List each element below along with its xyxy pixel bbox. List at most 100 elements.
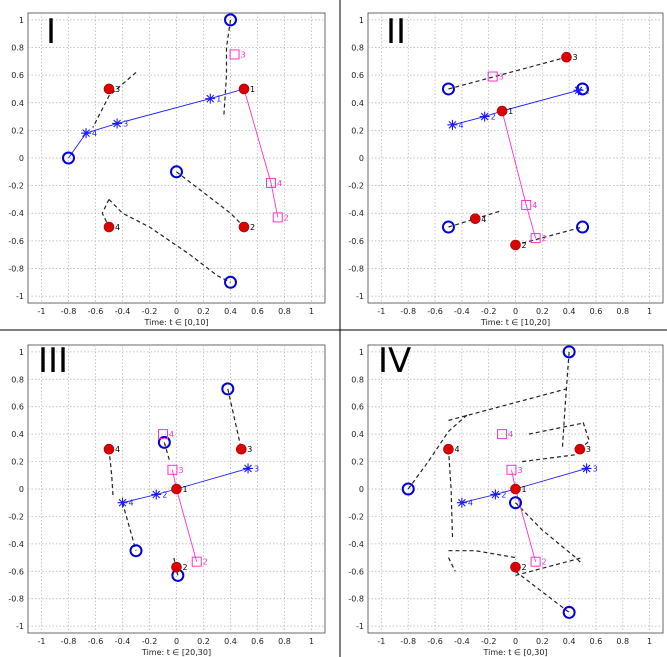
blue-star-marker bbox=[456, 497, 467, 508]
x-tick-label: 0.8 bbox=[616, 307, 629, 316]
magenta-square-label: 3 bbox=[178, 466, 183, 475]
x-tick-label: -0.6 bbox=[88, 637, 104, 646]
blue-star-label: 3 bbox=[254, 464, 259, 473]
open-circle-marker bbox=[562, 605, 576, 619]
magenta-connector-line bbox=[501, 110, 537, 239]
x-tick-label: 0 bbox=[513, 637, 518, 646]
y-tick-label: -0.8 bbox=[348, 264, 364, 273]
y-tick-label: -1 bbox=[356, 292, 364, 301]
red-dot-marker bbox=[574, 443, 586, 455]
x-tick-label: 1 bbox=[647, 637, 652, 646]
open-circle-marker bbox=[562, 345, 576, 359]
trajectory-path bbox=[448, 56, 567, 90]
red-dot-marker bbox=[238, 83, 250, 95]
trajectory-path bbox=[448, 550, 516, 559]
x-tick-label: -0.4 bbox=[454, 307, 470, 316]
magenta-square-marker bbox=[158, 429, 168, 440]
magenta-square-marker bbox=[530, 233, 541, 244]
red-dot-label: 4 bbox=[115, 223, 120, 232]
blue-star-label: 4 bbox=[92, 129, 97, 138]
blue-star-label: 4 bbox=[129, 499, 134, 508]
red-dot-marker bbox=[469, 213, 481, 225]
y-tick-label: -0.4 bbox=[348, 209, 364, 218]
open-circle-marker bbox=[129, 544, 143, 558]
y-tick-label: -0.8 bbox=[348, 595, 364, 604]
magenta-square-marker bbox=[487, 71, 498, 82]
red-dot-marker bbox=[103, 443, 115, 455]
red-dot-label: 1 bbox=[522, 485, 527, 494]
blue-star-marker bbox=[490, 489, 501, 500]
x-tick-label: 0.6 bbox=[590, 307, 603, 316]
trajectory-path bbox=[522, 454, 576, 463]
y-tick-label: 0.4 bbox=[351, 430, 364, 439]
y-tick-label: -1 bbox=[16, 292, 24, 301]
x-tick-label: -0.6 bbox=[427, 307, 443, 316]
y-tick-label: 0.6 bbox=[351, 403, 364, 412]
trajectory-path bbox=[108, 198, 231, 283]
magenta-connector-line bbox=[511, 469, 537, 562]
red-dot-marker bbox=[510, 561, 521, 573]
y-tick-label: 0.6 bbox=[351, 71, 364, 80]
red-dot-label: 1 bbox=[183, 485, 188, 494]
x-tick-label: 0.4 bbox=[224, 307, 237, 316]
trajectory-path bbox=[515, 226, 583, 246]
magenta-square-label: 4 bbox=[508, 430, 513, 439]
magenta-square-label: 2 bbox=[203, 558, 208, 567]
y-tick-label: -0.6 bbox=[8, 237, 24, 246]
panel-title: II bbox=[386, 12, 406, 52]
magenta-square-label: 2 bbox=[284, 213, 289, 222]
x-tick-label: 0.2 bbox=[536, 307, 549, 316]
magenta-square-marker bbox=[266, 177, 276, 188]
y-tick-label: -0.2 bbox=[348, 512, 364, 521]
x-tick-label: -0.2 bbox=[142, 307, 158, 316]
trajectory-path bbox=[447, 449, 454, 538]
magenta-square-label: 3 bbox=[241, 50, 246, 59]
magenta-square-marker bbox=[506, 464, 517, 475]
red-dot-marker bbox=[443, 443, 454, 455]
y-tick-label: 0.2 bbox=[351, 126, 364, 135]
blue-star-marker bbox=[117, 497, 128, 508]
y-tick-label: 0 bbox=[359, 154, 364, 163]
blue-connector-line bbox=[122, 467, 249, 504]
magenta-square-marker bbox=[497, 429, 508, 440]
y-tick-label: 0.6 bbox=[11, 71, 24, 80]
x-tick-label: 1 bbox=[647, 307, 652, 316]
y-tick-label: 0.2 bbox=[11, 126, 24, 135]
red-dot-marker bbox=[561, 51, 572, 63]
magenta-connector-line bbox=[243, 88, 279, 218]
blue-star-label: 3 bbox=[593, 464, 598, 473]
blue-star-marker bbox=[151, 489, 162, 500]
open-circle-marker bbox=[441, 82, 455, 96]
red-dot-marker bbox=[510, 483, 521, 495]
y-tick-label: 0 bbox=[359, 485, 364, 494]
magenta-square-label: 3 bbox=[499, 73, 504, 82]
y-tick-label: 1 bbox=[19, 348, 24, 357]
open-circle-marker bbox=[221, 382, 235, 396]
trajectory-path bbox=[101, 199, 110, 228]
y-tick-label: -0.6 bbox=[8, 567, 24, 576]
red-dot-label: 2 bbox=[183, 563, 188, 572]
x-tick-label: 0.6 bbox=[590, 637, 603, 646]
y-tick-label: 0 bbox=[19, 485, 24, 494]
y-tick-label: 0.8 bbox=[351, 44, 364, 53]
trajectory-path bbox=[447, 557, 456, 572]
panel-4: -1 -0.8 -0.6 -0.4 -0.2 0 0.2 0.4 0.6 0.8 1 1 0.8 0.6 0… bbox=[348, 341, 664, 657]
open-circle-marker bbox=[576, 220, 590, 234]
panel-1: -1 -0.8 -0.6 -0.4 -0.2 0 0.2 0.4 0.6 0.8 1 1 0.8 0.6 0… bbox=[8, 12, 326, 327]
y-tick-label: -0.4 bbox=[8, 209, 24, 218]
y-tick-label: 0.2 bbox=[351, 458, 364, 467]
x-tick-label: -0.6 bbox=[88, 307, 104, 316]
x-tick-label: -0.4 bbox=[115, 307, 131, 316]
y-tick-label: 0.2 bbox=[11, 458, 24, 467]
open-circle-marker bbox=[509, 496, 522, 510]
y-tick-label: 0.4 bbox=[351, 99, 364, 108]
red-dot-label: 4 bbox=[115, 445, 120, 454]
y-tick-label: 0.8 bbox=[351, 375, 364, 384]
open-circle-marker bbox=[441, 220, 455, 234]
red-dot-marker bbox=[171, 483, 182, 495]
open-circle-marker bbox=[224, 13, 237, 27]
y-tick-label: 1 bbox=[359, 348, 364, 357]
red-dot-label: 2 bbox=[522, 241, 527, 250]
red-dot-label: 3 bbox=[115, 85, 120, 94]
